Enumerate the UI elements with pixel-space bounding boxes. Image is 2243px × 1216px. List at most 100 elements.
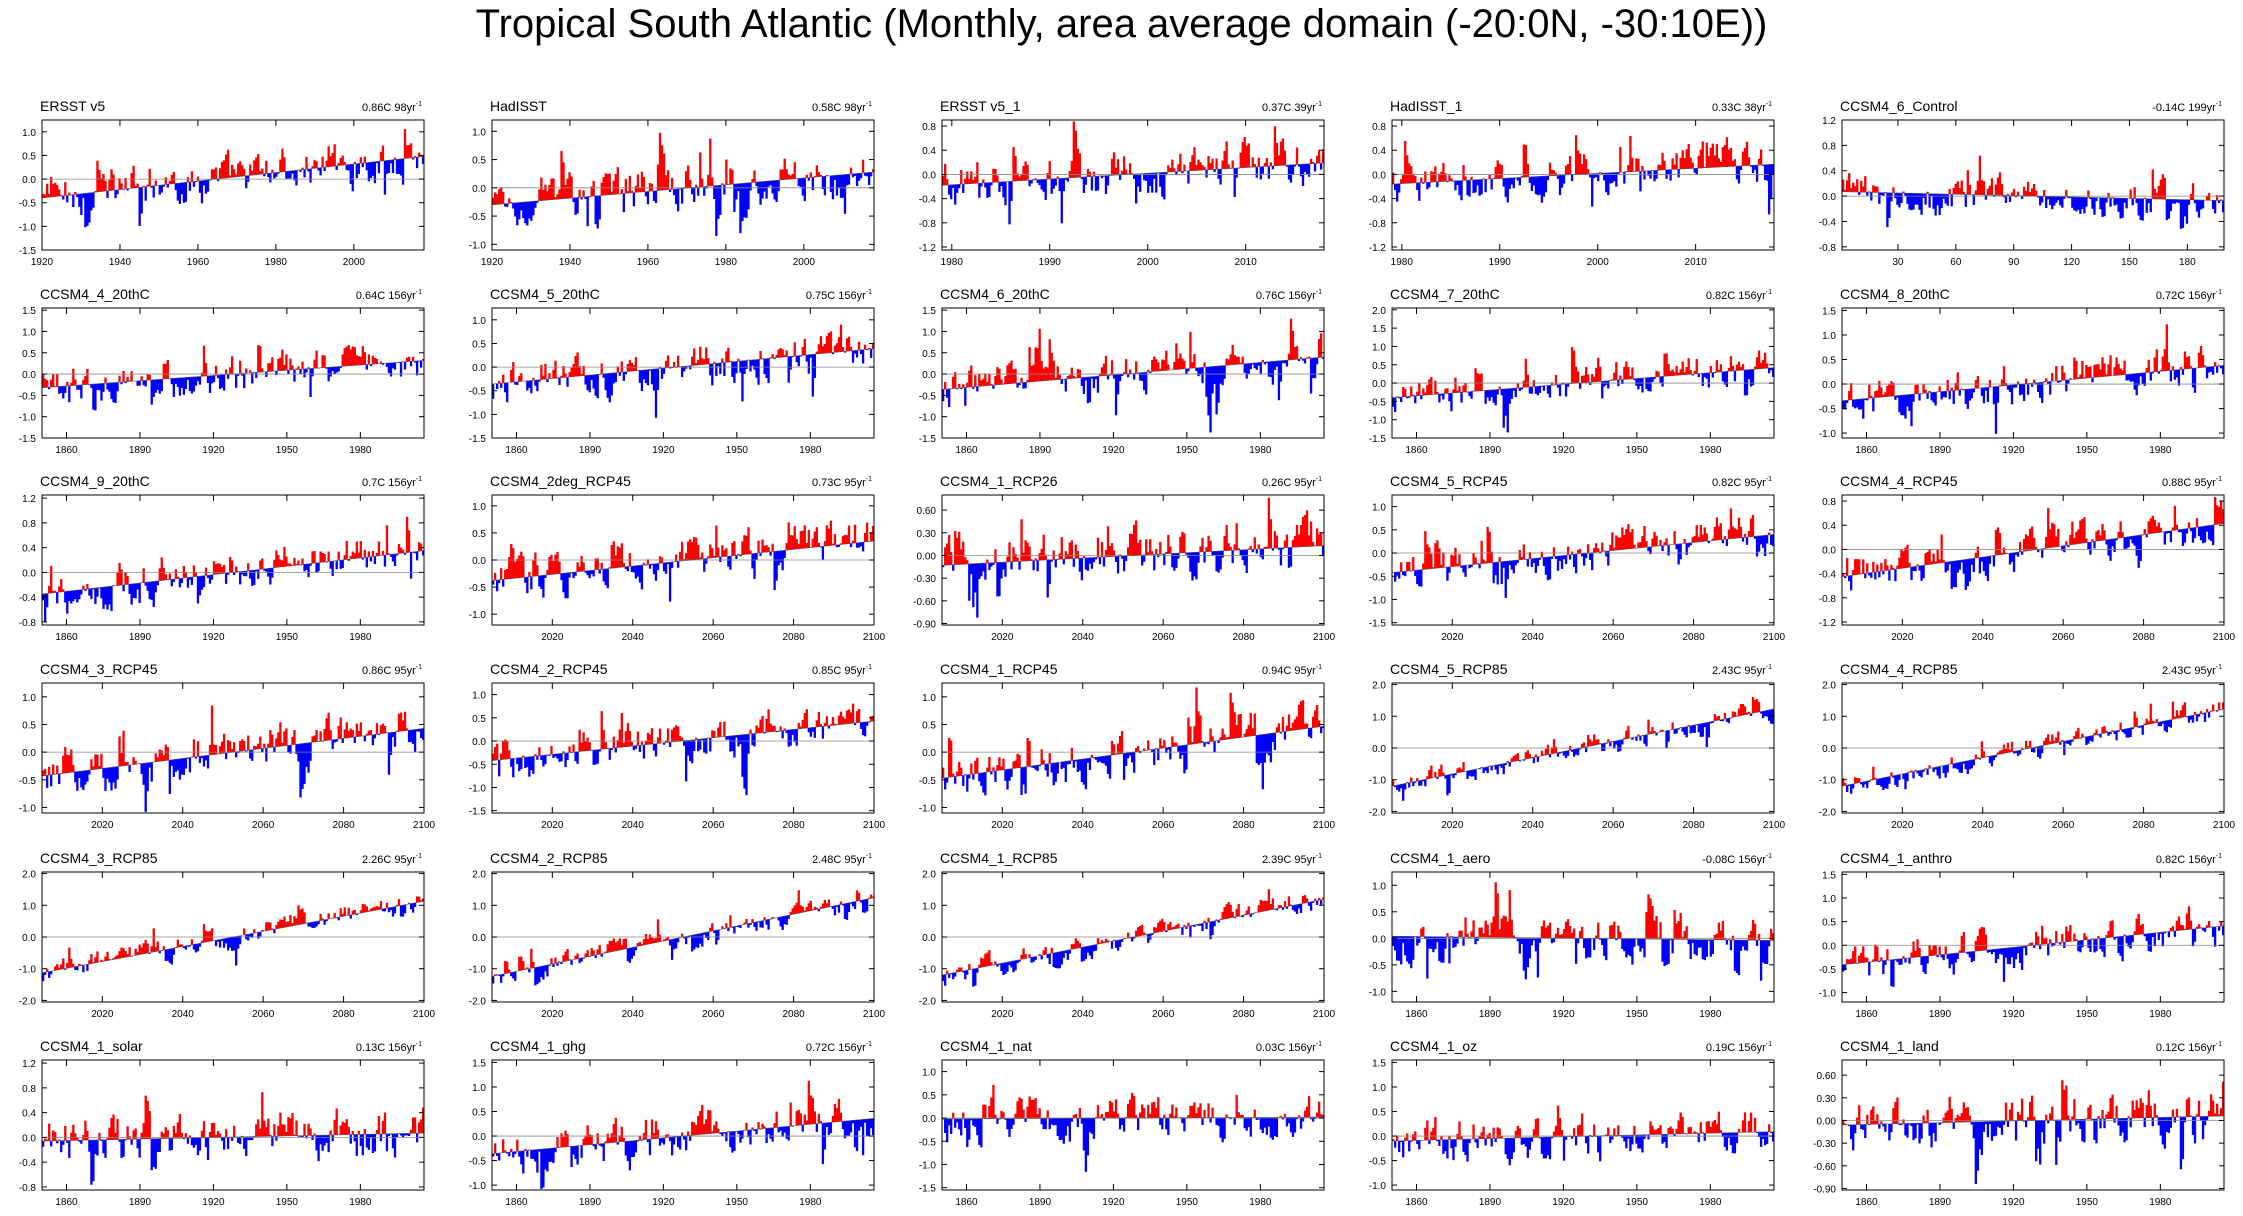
anomaly-bar [743,734,746,789]
anomaly-bar [980,183,983,187]
anomaly-bar [1980,557,1984,562]
anomaly-bar [634,565,638,579]
anomaly-bar [1950,387,1953,391]
anomaly-bar [1729,147,1733,167]
anomaly-bar [1040,548,1043,561]
anomaly-bar [2189,366,2193,369]
anomaly-bar [289,170,292,179]
anomaly-bar [654,938,658,943]
anomaly-bar [1757,535,1761,552]
anomaly-bar [1408,782,1411,788]
anomaly-bar [287,370,290,375]
anomaly-bar [751,553,754,569]
anomaly-bar [273,172,276,179]
anomaly-bar [259,346,262,373]
anomaly-bar [2018,542,2022,552]
anomaly-bar [2093,197,2096,215]
anomaly-bar [2155,526,2158,533]
anomaly-bar [142,943,145,954]
anomaly-bar [214,563,218,575]
anomaly-bar [2173,505,2177,531]
anomaly-bar [1661,545,1664,552]
plot-frame [41,119,425,251]
y-tick-label: 0.8 [1372,122,1386,133]
anomaly-bar [2079,737,2082,739]
y-tick-label: 0.0 [1372,744,1386,755]
anomaly-bar [962,541,965,565]
anomaly-bar [293,557,296,566]
panel-title: ERSST v5 [40,98,105,114]
anomaly-bar [1440,564,1443,568]
anomaly-bar [763,358,766,375]
anomaly-bar [192,376,196,392]
anomaly-bar [1470,391,1473,399]
anomaly-bar [1693,535,1696,543]
anomaly-bar [1842,573,1845,577]
anomaly-bar [1080,177,1084,179]
anomaly-bar [1629,532,1632,549]
anomaly-bar [2129,189,2132,199]
anomaly-bar [2099,369,2102,377]
anomaly-bar [1844,400,1847,410]
anomaly-bar [2047,381,2050,385]
anomaly-bar [1968,760,1971,770]
anomaly-bar [1317,720,1321,727]
anomaly-bar [132,165,135,189]
anomaly-bar [1711,721,1714,723]
anomaly-bar [620,189,623,194]
anomaly-bar [2145,718,2148,725]
x-tick-label: 2060 [702,1009,725,1020]
anomaly-bar [1560,555,1564,569]
anomaly-bar [381,363,385,365]
anomaly-bar [634,745,638,749]
anomaly-bar [1681,727,1684,732]
anomaly-bar [1625,529,1628,550]
anomaly-bar [96,160,99,193]
anomaly-bar [1442,393,1445,400]
anomaly-bar [678,188,682,190]
anomaly-bar [1504,561,1507,598]
anomaly-bar [1747,369,1751,380]
anomaly-bar [393,906,397,914]
anomaly-bar [656,164,660,191]
anomaly-bar [1090,376,1094,379]
anomaly-bar [1102,756,1106,764]
anomaly-bar [2057,380,2060,383]
anomaly-bar [1271,361,1275,385]
anomaly-bar [403,552,407,555]
anomaly-bar [233,742,236,753]
anomaly-bar [1536,756,1540,762]
anomaly-bar [1249,363,1252,370]
anomaly-bar [974,176,977,184]
anomaly-bar [966,774,969,792]
anomaly-bar [86,368,89,385]
anomaly-bar [715,185,718,236]
anomaly-bar [1038,764,1041,767]
anomaly-bar [2195,199,2199,212]
trend-label: 0.26C 95yr-1 [1262,476,1322,489]
anomaly-bar [285,354,288,371]
anomaly-bar [1894,775,1897,786]
anomaly-bar [202,180,206,186]
anomaly-bar [1550,382,1554,386]
anomaly-bar [1886,565,1889,571]
anomaly-bar [578,566,581,572]
anomaly-bar [630,741,634,747]
anomaly-bar [1731,526,1735,539]
anomaly-bar [1305,163,1309,174]
anomaly-bar [1195,552,1198,580]
anomaly-bar [1627,725,1630,739]
anomaly-bar [1924,552,1927,566]
anomaly-bar [1408,163,1411,184]
anomaly-bar [1010,561,1013,570]
anomaly-bar [373,556,377,565]
anomaly-bar [367,354,371,365]
anomaly-bar [954,372,957,389]
anomaly-bar [74,192,77,195]
anomaly-bar [222,938,226,948]
anomaly-bar [823,176,827,196]
anomaly-bar [628,360,632,372]
anomaly-bar [793,729,796,742]
anomaly-bar [395,159,399,174]
anomaly-bar [1048,339,1051,381]
